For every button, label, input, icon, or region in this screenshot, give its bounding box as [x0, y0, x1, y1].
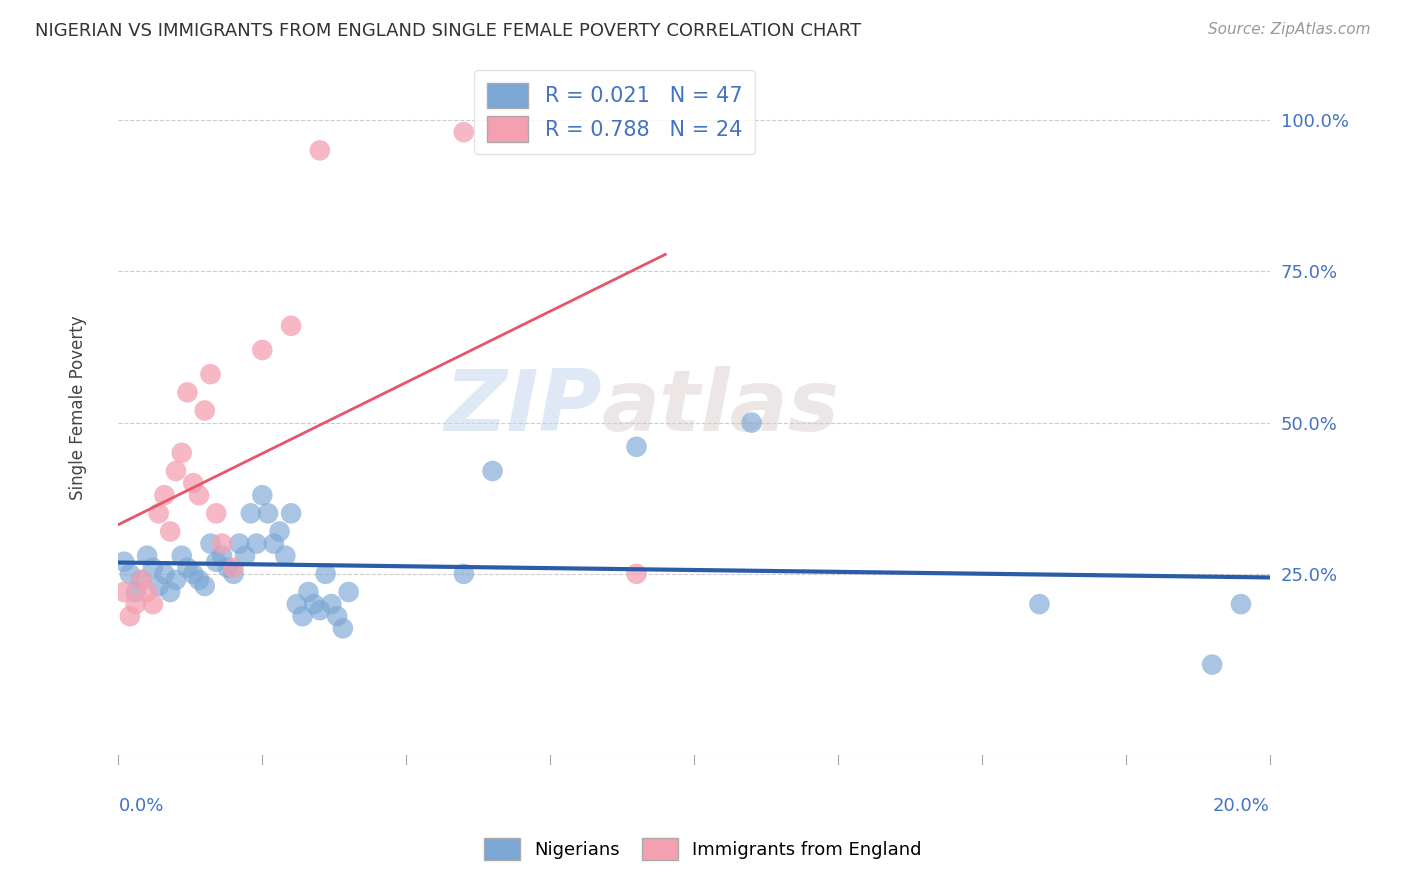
Point: [321, 597, 343, 611]
Text: ZIP: ZIP: [444, 366, 602, 449]
Point: [274, 549, 297, 563]
Point: [142, 597, 165, 611]
Point: [176, 385, 198, 400]
Point: [211, 549, 233, 563]
Point: [326, 609, 349, 624]
Point: [269, 524, 291, 539]
Point: [112, 555, 135, 569]
Point: [297, 585, 319, 599]
Point: [136, 549, 159, 563]
Point: [291, 609, 314, 624]
Point: [228, 536, 250, 550]
Point: [205, 555, 228, 569]
Point: [222, 566, 245, 581]
Point: [252, 343, 274, 357]
Point: [148, 579, 170, 593]
Point: [1201, 657, 1223, 672]
Point: [211, 536, 233, 550]
Point: [308, 144, 330, 158]
Point: [170, 446, 193, 460]
Point: [1230, 597, 1253, 611]
Point: [239, 507, 262, 521]
Point: [124, 585, 146, 599]
Point: [200, 536, 222, 550]
Point: [131, 573, 153, 587]
Point: [188, 488, 211, 502]
Point: [741, 416, 763, 430]
Point: [176, 561, 198, 575]
Point: [181, 566, 204, 581]
Point: [159, 524, 181, 539]
Point: [626, 440, 648, 454]
Point: [233, 549, 256, 563]
Legend: R = 0.021   N = 47, R = 0.788   N = 24: R = 0.021 N = 47, R = 0.788 N = 24: [474, 70, 755, 154]
Point: [205, 507, 228, 521]
Point: [263, 536, 285, 550]
Point: [285, 597, 308, 611]
Text: atlas: atlas: [602, 366, 839, 449]
Point: [626, 566, 648, 581]
Point: [222, 561, 245, 575]
Point: [124, 597, 146, 611]
Point: [142, 561, 165, 575]
Point: [153, 566, 176, 581]
Point: [165, 573, 187, 587]
Point: [131, 573, 153, 587]
Point: [153, 488, 176, 502]
Point: [118, 566, 141, 581]
Point: [302, 597, 325, 611]
Legend: Nigerians, Immigrants from England: Nigerians, Immigrants from England: [477, 830, 929, 867]
Point: [159, 585, 181, 599]
Text: 0.0%: 0.0%: [118, 797, 163, 815]
Text: 20.0%: 20.0%: [1213, 797, 1270, 815]
Point: [280, 507, 302, 521]
Point: [217, 561, 239, 575]
Point: [481, 464, 503, 478]
Point: [252, 488, 274, 502]
Point: [170, 549, 193, 563]
Text: Source: ZipAtlas.com: Source: ZipAtlas.com: [1208, 22, 1371, 37]
Point: [332, 621, 354, 635]
Point: [453, 566, 475, 581]
Point: [257, 507, 280, 521]
Text: Single Female Poverty: Single Female Poverty: [69, 315, 87, 500]
Point: [148, 507, 170, 521]
Point: [112, 585, 135, 599]
Point: [194, 403, 217, 417]
Text: NIGERIAN VS IMMIGRANTS FROM ENGLAND SINGLE FEMALE POVERTY CORRELATION CHART: NIGERIAN VS IMMIGRANTS FROM ENGLAND SING…: [35, 22, 862, 40]
Point: [453, 125, 475, 139]
Point: [118, 609, 141, 624]
Point: [194, 579, 217, 593]
Point: [181, 476, 204, 491]
Point: [280, 318, 302, 333]
Point: [165, 464, 187, 478]
Point: [315, 566, 337, 581]
Point: [1028, 597, 1050, 611]
Point: [337, 585, 360, 599]
Point: [245, 536, 267, 550]
Point: [308, 603, 330, 617]
Point: [136, 585, 159, 599]
Point: [188, 573, 211, 587]
Point: [200, 368, 222, 382]
